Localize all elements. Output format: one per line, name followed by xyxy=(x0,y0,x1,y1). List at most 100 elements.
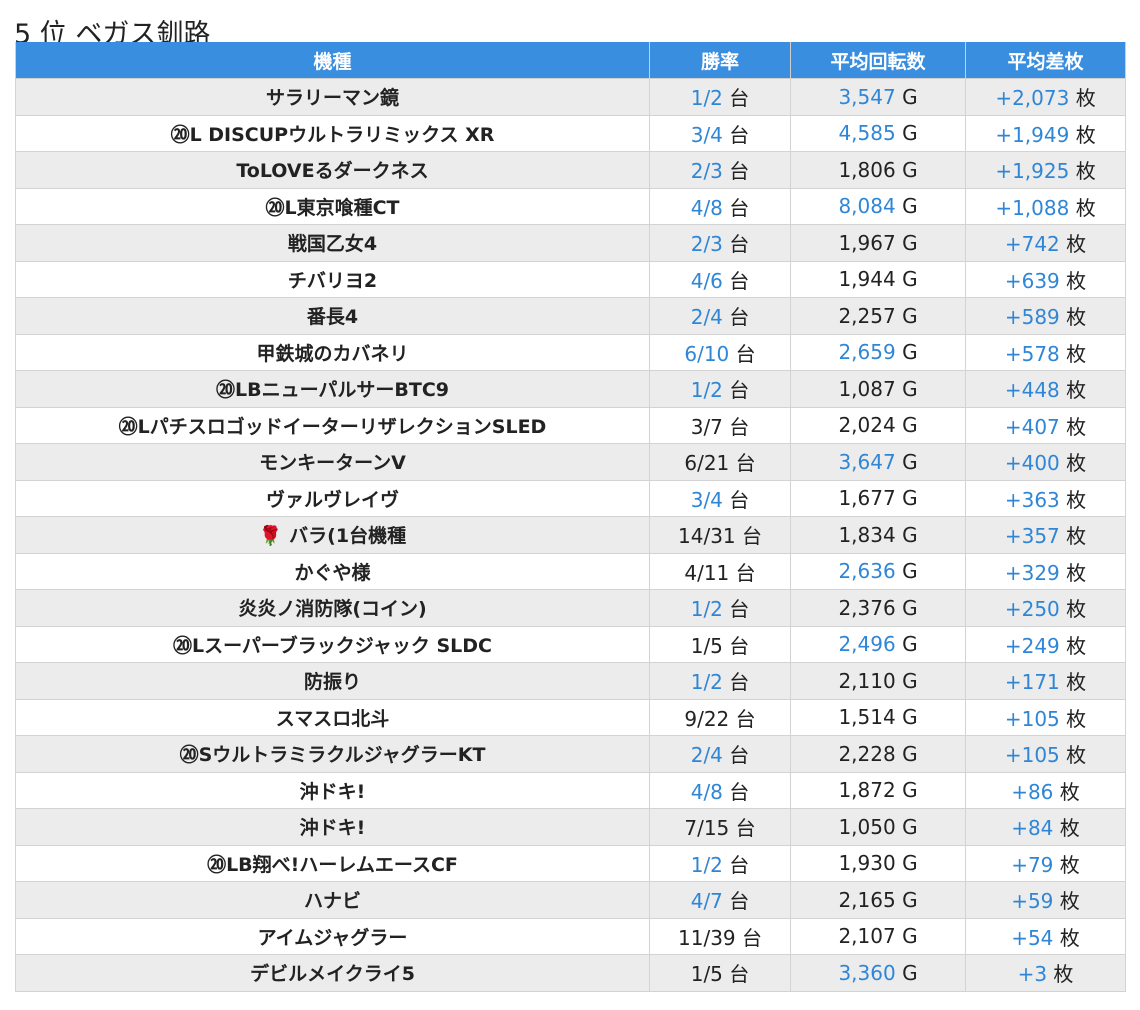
machine-name-cell[interactable]: 防振り xyxy=(15,662,650,700)
avg-spins-unit: G xyxy=(902,449,918,474)
column-header-avg-spins: 平均回転数 xyxy=(790,42,966,79)
avg-spins-value: 2,376 xyxy=(838,595,896,620)
win-rate-unit: 台 xyxy=(735,706,756,731)
machine-stats-table: 機種 勝率 平均回転数 平均差枚 サラリーマン鏡 1/2 台 3,547 G +2,0… xyxy=(15,42,1126,992)
avg-spins-cell: 2,165 G xyxy=(790,881,966,919)
win-rate-value: 3/4 xyxy=(690,487,723,512)
win-rate-cell: 4/6 台 xyxy=(649,260,791,298)
avg-diff-value: +84 xyxy=(1011,816,1054,841)
avg-spins-unit: G xyxy=(902,705,918,730)
avg-diff-value: +86 xyxy=(1011,779,1054,804)
table-row: ⑳LパチスロゴッドイーターリザレクションSLED 3/7 台 2,024 G +407… xyxy=(15,406,1126,444)
avg-spins-value: 1,967 xyxy=(838,230,896,255)
table-row: ToLOVEるダークネス 2/3 台 1,806 G +1,925 枚 xyxy=(15,151,1126,189)
avg-diff-value: +589 xyxy=(1004,305,1060,330)
machine-name-cell[interactable]: 番長4 xyxy=(15,297,650,335)
avg-diff-cell: +1,925 枚 xyxy=(965,151,1126,189)
win-rate-cell: 1/2 台 xyxy=(649,78,791,116)
avg-spins-cell: 1,806 G xyxy=(790,151,966,189)
win-rate-unit: 台 xyxy=(729,414,750,439)
avg-spins-cell: 2,228 G xyxy=(790,735,966,773)
avg-spins-cell: 4,585 G xyxy=(790,114,966,152)
avg-spins-value: 1,514 xyxy=(838,705,896,730)
machine-name-cell[interactable]: ⑳Lスーパーブラックジャック SLDC xyxy=(15,625,650,663)
machine-name-cell[interactable]: デビルメイクライ5 xyxy=(15,954,650,992)
avg-spins-unit: G xyxy=(902,194,918,219)
avg-diff-value: +363 xyxy=(1004,487,1060,512)
win-rate-unit: 台 xyxy=(729,305,750,330)
machine-name-cell[interactable]: かぐや様 xyxy=(15,552,650,590)
avg-spins-value: 3,360 xyxy=(838,960,896,985)
avg-spins-value: 2,165 xyxy=(838,887,896,912)
machine-name-cell[interactable]: 戦国乙女4 xyxy=(15,224,650,262)
machine-name-cell[interactable]: サラリーマン鏡 xyxy=(15,78,650,116)
win-rate-cell: 1/2 台 xyxy=(649,662,791,700)
win-rate-cell: 2/3 台 xyxy=(649,224,791,262)
win-rate-unit: 台 xyxy=(729,889,750,914)
machine-name-cell[interactable]: モンキーターンV xyxy=(15,443,650,481)
avg-diff-unit: 枚 xyxy=(1066,232,1087,257)
win-rate-value: 3/4 xyxy=(690,122,723,147)
machine-name-cell[interactable]: ⑳LB翔べ!ハーレムエースCF xyxy=(15,844,650,882)
avg-spins-value: 3,547 xyxy=(838,84,896,109)
machine-name-cell[interactable]: ⑳SウルトラミラクルジャグラーKT xyxy=(15,735,650,773)
win-rate-value: 1/2 xyxy=(690,378,723,403)
machine-name-cell[interactable]: 🌹 バラ(1台機種 xyxy=(15,516,650,554)
machine-name-cell[interactable]: 甲鉄城のカバネリ xyxy=(15,333,650,371)
avg-diff-value: +1,949 xyxy=(995,122,1070,147)
table-row: 戦国乙女4 2/3 台 1,967 G +742 枚 xyxy=(15,224,1126,262)
win-rate-unit: 台 xyxy=(729,779,750,804)
machine-name-cell[interactable]: 沖ドキ! xyxy=(15,771,650,809)
machine-name-cell[interactable]: アイムジャグラー xyxy=(15,917,650,955)
avg-spins-cell: 1,050 G xyxy=(790,808,966,846)
avg-diff-cell: +3 枚 xyxy=(965,954,1126,992)
machine-name-cell[interactable]: ⑳LBニューパルサーBTC9 xyxy=(15,370,650,408)
win-rate-value: 4/7 xyxy=(690,889,723,914)
avg-spins-cell: 3,360 G xyxy=(790,954,966,992)
avg-diff-cell: +329 枚 xyxy=(965,552,1126,590)
avg-spins-cell: 1,677 G xyxy=(790,479,966,517)
win-rate-value: 2/4 xyxy=(690,305,723,330)
avg-diff-unit: 枚 xyxy=(1066,268,1087,293)
machine-name-cell[interactable]: ⑳L DISCUPウルトラリミックス XR xyxy=(15,114,650,152)
avg-diff-cell: +1,088 枚 xyxy=(965,187,1126,225)
win-rate-unit: 台 xyxy=(729,962,750,987)
avg-diff-unit: 枚 xyxy=(1075,159,1096,184)
avg-diff-value: +400 xyxy=(1004,451,1060,476)
avg-spins-unit: G xyxy=(902,559,918,584)
table-row: 沖ドキ! 7/15 台 1,050 G +84 枚 xyxy=(15,808,1126,846)
avg-spins-unit: G xyxy=(902,778,918,803)
machine-name-cell[interactable]: スマスロ北斗 xyxy=(15,698,650,736)
avg-spins-value: 1,930 xyxy=(838,851,896,876)
avg-diff-value: +249 xyxy=(1004,633,1060,658)
table-row: かぐや様 4/11 台 2,636 G +329 枚 xyxy=(15,552,1126,590)
win-rate-cell: 4/11 台 xyxy=(649,552,791,590)
win-rate-unit: 台 xyxy=(729,852,750,877)
win-rate-cell: 3/4 台 xyxy=(649,479,791,517)
avg-diff-cell: +105 枚 xyxy=(965,698,1126,736)
table-row: 甲鉄城のカバネリ 6/10 台 2,659 G +578 枚 xyxy=(15,333,1126,371)
table-body: サラリーマン鏡 1/2 台 3,547 G +2,073 枚 ⑳L DISCUPウルトラ… xyxy=(15,78,1126,992)
win-rate-cell: 1/5 台 xyxy=(649,625,791,663)
machine-name-cell[interactable]: ハナビ xyxy=(15,881,650,919)
win-rate-value: 4/8 xyxy=(690,195,723,220)
machine-name-cell[interactable]: ヴァルヴレイヴ xyxy=(15,479,650,517)
machine-name-cell[interactable]: ToLOVEるダークネス xyxy=(15,151,650,189)
avg-diff-value: +3 xyxy=(1017,962,1048,987)
win-rate-value: 2/3 xyxy=(690,159,723,184)
machine-name-cell[interactable]: 沖ドキ! xyxy=(15,808,650,846)
win-rate-value: 2/4 xyxy=(690,743,723,768)
avg-diff-cell: +357 枚 xyxy=(965,516,1126,554)
win-rate-cell: 1/2 台 xyxy=(649,589,791,627)
win-rate-value: 1/2 xyxy=(690,670,723,695)
avg-diff-unit: 枚 xyxy=(1059,889,1080,914)
win-rate-unit: 台 xyxy=(735,341,756,366)
avg-diff-value: +250 xyxy=(1004,597,1060,622)
machine-name-cell[interactable]: ⑳LパチスロゴッドイーターリザレクションSLED xyxy=(15,406,650,444)
table-row: ハナビ 4/7 台 2,165 G +59 枚 xyxy=(15,881,1126,919)
avg-spins-unit: G xyxy=(902,522,918,547)
avg-diff-cell: +742 枚 xyxy=(965,224,1126,262)
machine-name-cell[interactable]: チバリヨ2 xyxy=(15,260,650,298)
machine-name-cell[interactable]: ⑳L東京喰種CT xyxy=(15,187,650,225)
machine-name-cell[interactable]: 炎炎ノ消防隊(コイン) xyxy=(15,589,650,627)
